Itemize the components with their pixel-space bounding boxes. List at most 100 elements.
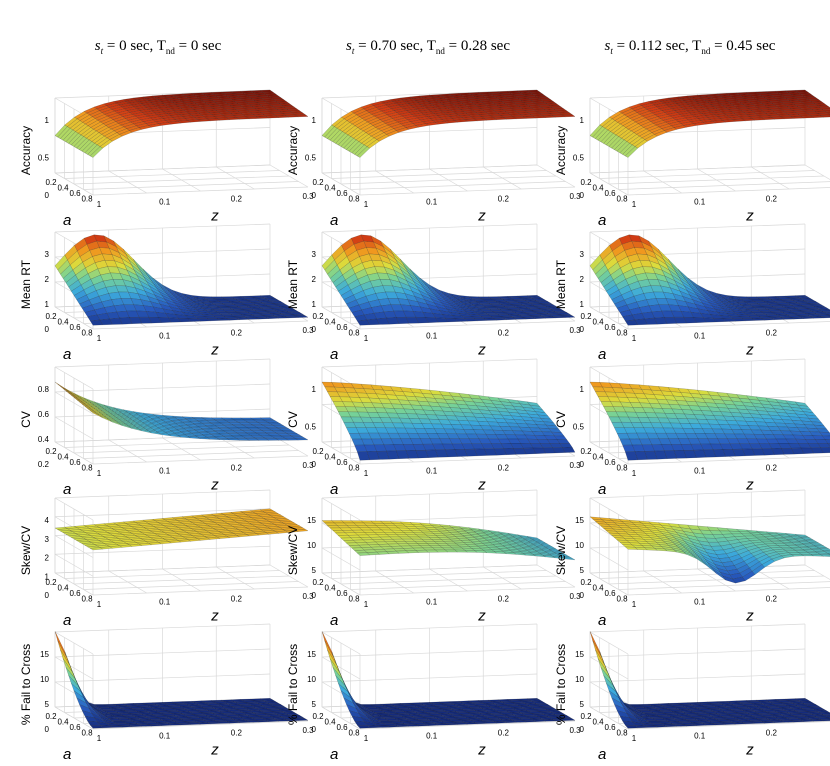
grid-line [331, 170, 547, 179]
value-tick-label: 15 [575, 516, 584, 525]
y-axis-label: CV [554, 411, 568, 428]
a-axis-label: a [63, 346, 71, 363]
value-tick-label: 0 [312, 191, 317, 200]
grid-line [92, 186, 309, 196]
z-axis-label: z [477, 742, 486, 759]
value-tick-label: 1 [312, 116, 317, 125]
z-axis-label: z [210, 477, 219, 494]
value-tick-label: 0 [580, 191, 585, 200]
a-tick-label: 0.6 [336, 723, 348, 732]
grid-line [608, 175, 825, 185]
a-tick-label: 1 [97, 600, 102, 609]
z-tick-label: 0.3 [569, 192, 581, 201]
title-s-sub: t [100, 46, 104, 56]
z-tick-label: 0.2 [498, 195, 510, 204]
z-tick-label: 0.1 [426, 597, 438, 606]
a-axis-label: a [330, 481, 338, 498]
a-tick-label: 0.8 [348, 464, 360, 473]
surface-cell [295, 114, 309, 118]
surface-cell [824, 110, 830, 114]
a-tick-label: 1 [364, 734, 369, 743]
value-tick-label: 15 [307, 650, 316, 659]
z-tick-label: 0.3 [302, 192, 314, 201]
a-tick-label: 0.8 [348, 729, 360, 738]
a-tick-label: 1 [97, 734, 102, 743]
z-tick-label: 0.2 [231, 729, 243, 738]
a-tick-label: 0.8 [81, 595, 93, 604]
a-tick-label: 0.4 [57, 184, 69, 193]
a-tick-label: 0.8 [348, 195, 360, 204]
a-tick-label: 0.2 [580, 447, 592, 456]
y-axis-label: Skew/CV [554, 526, 568, 575]
value-tick-label: 0.2 [38, 460, 50, 469]
value-tick-label: 0.8 [38, 385, 50, 394]
z-tick-label: 0.1 [159, 466, 171, 475]
z-tick-label: 0.3 [302, 326, 314, 335]
a-tick-label: 0.6 [69, 323, 81, 332]
column-title-1: st = 0 sec, Tnd = 0 sec [20, 38, 296, 56]
grid-line [350, 181, 566, 190]
z-tick-label: 0.1 [426, 466, 438, 475]
a-tick-label: 0.4 [592, 453, 604, 462]
value-tick-label: 2 [45, 554, 50, 563]
a-tick-label: 0.8 [81, 464, 93, 473]
a-tick-label: 0.4 [324, 584, 336, 593]
z-tick-label: 0.1 [159, 331, 171, 340]
z-tick-label: 0.2 [231, 329, 243, 338]
value-tick-label: 0 [45, 591, 50, 600]
z-tick-label: 0.2 [766, 329, 778, 338]
value-tick-label: 0 [312, 325, 317, 334]
value-tick-label: 0 [312, 591, 317, 600]
a-tick-label: 0.8 [348, 595, 360, 604]
value-tick-label: 1 [312, 385, 317, 394]
a-tick-label: 0.6 [604, 458, 616, 467]
grid-line [589, 164, 806, 174]
z-tick-label: 0.1 [694, 466, 706, 475]
value-tick-label: 10 [307, 541, 316, 550]
z-axis-label: z [210, 608, 219, 625]
a-axis-label: a [63, 212, 71, 229]
y-axis-label: Mean RT [19, 259, 33, 309]
value-tick-label: 0 [580, 325, 585, 334]
title-s: s [94, 38, 101, 54]
value-tick-label: 0 [580, 460, 585, 469]
value-tick-label: 10 [307, 675, 316, 684]
value-tick-label: 3 [312, 250, 317, 259]
value-tick-label: 0 [312, 460, 317, 469]
title-s: s [604, 38, 611, 54]
a-axis-label: a [598, 212, 606, 229]
z-tick-label: 0.1 [159, 731, 171, 740]
a-tick-label: 0.4 [592, 584, 604, 593]
value-tick-label: 0 [312, 725, 317, 734]
a-tick-label: 1 [97, 200, 102, 209]
title-s-rest: = 0 sec, T [103, 38, 166, 54]
a-tick-label: 0.4 [592, 318, 604, 327]
a-tick-label: 0.2 [580, 578, 592, 587]
y-axis-label: Accuracy [286, 126, 300, 175]
a-axis-label: a [330, 212, 338, 229]
a-axis-label: a [330, 746, 338, 763]
a-tick-label: 1 [632, 469, 637, 478]
z-axis-label: z [477, 608, 486, 625]
a-tick-label: 0.2 [580, 178, 592, 187]
a-tick-label: 0.6 [336, 589, 348, 598]
y-axis-label: Accuracy [554, 126, 568, 175]
a-tick-label: 0.4 [57, 584, 69, 593]
z-axis-label: z [477, 477, 486, 494]
a-tick-label: 0.4 [324, 453, 336, 462]
z-tick-label: 0.2 [766, 195, 778, 204]
z-tick-label: 0.1 [694, 331, 706, 340]
a-tick-label: 0.4 [57, 318, 69, 327]
title-t-sub: nd [435, 46, 445, 56]
z-tick-label: 0.1 [694, 597, 706, 606]
value-tick-label: 3 [45, 535, 50, 544]
z-tick-label: 0.2 [766, 464, 778, 473]
a-tick-label: 1 [364, 334, 369, 343]
